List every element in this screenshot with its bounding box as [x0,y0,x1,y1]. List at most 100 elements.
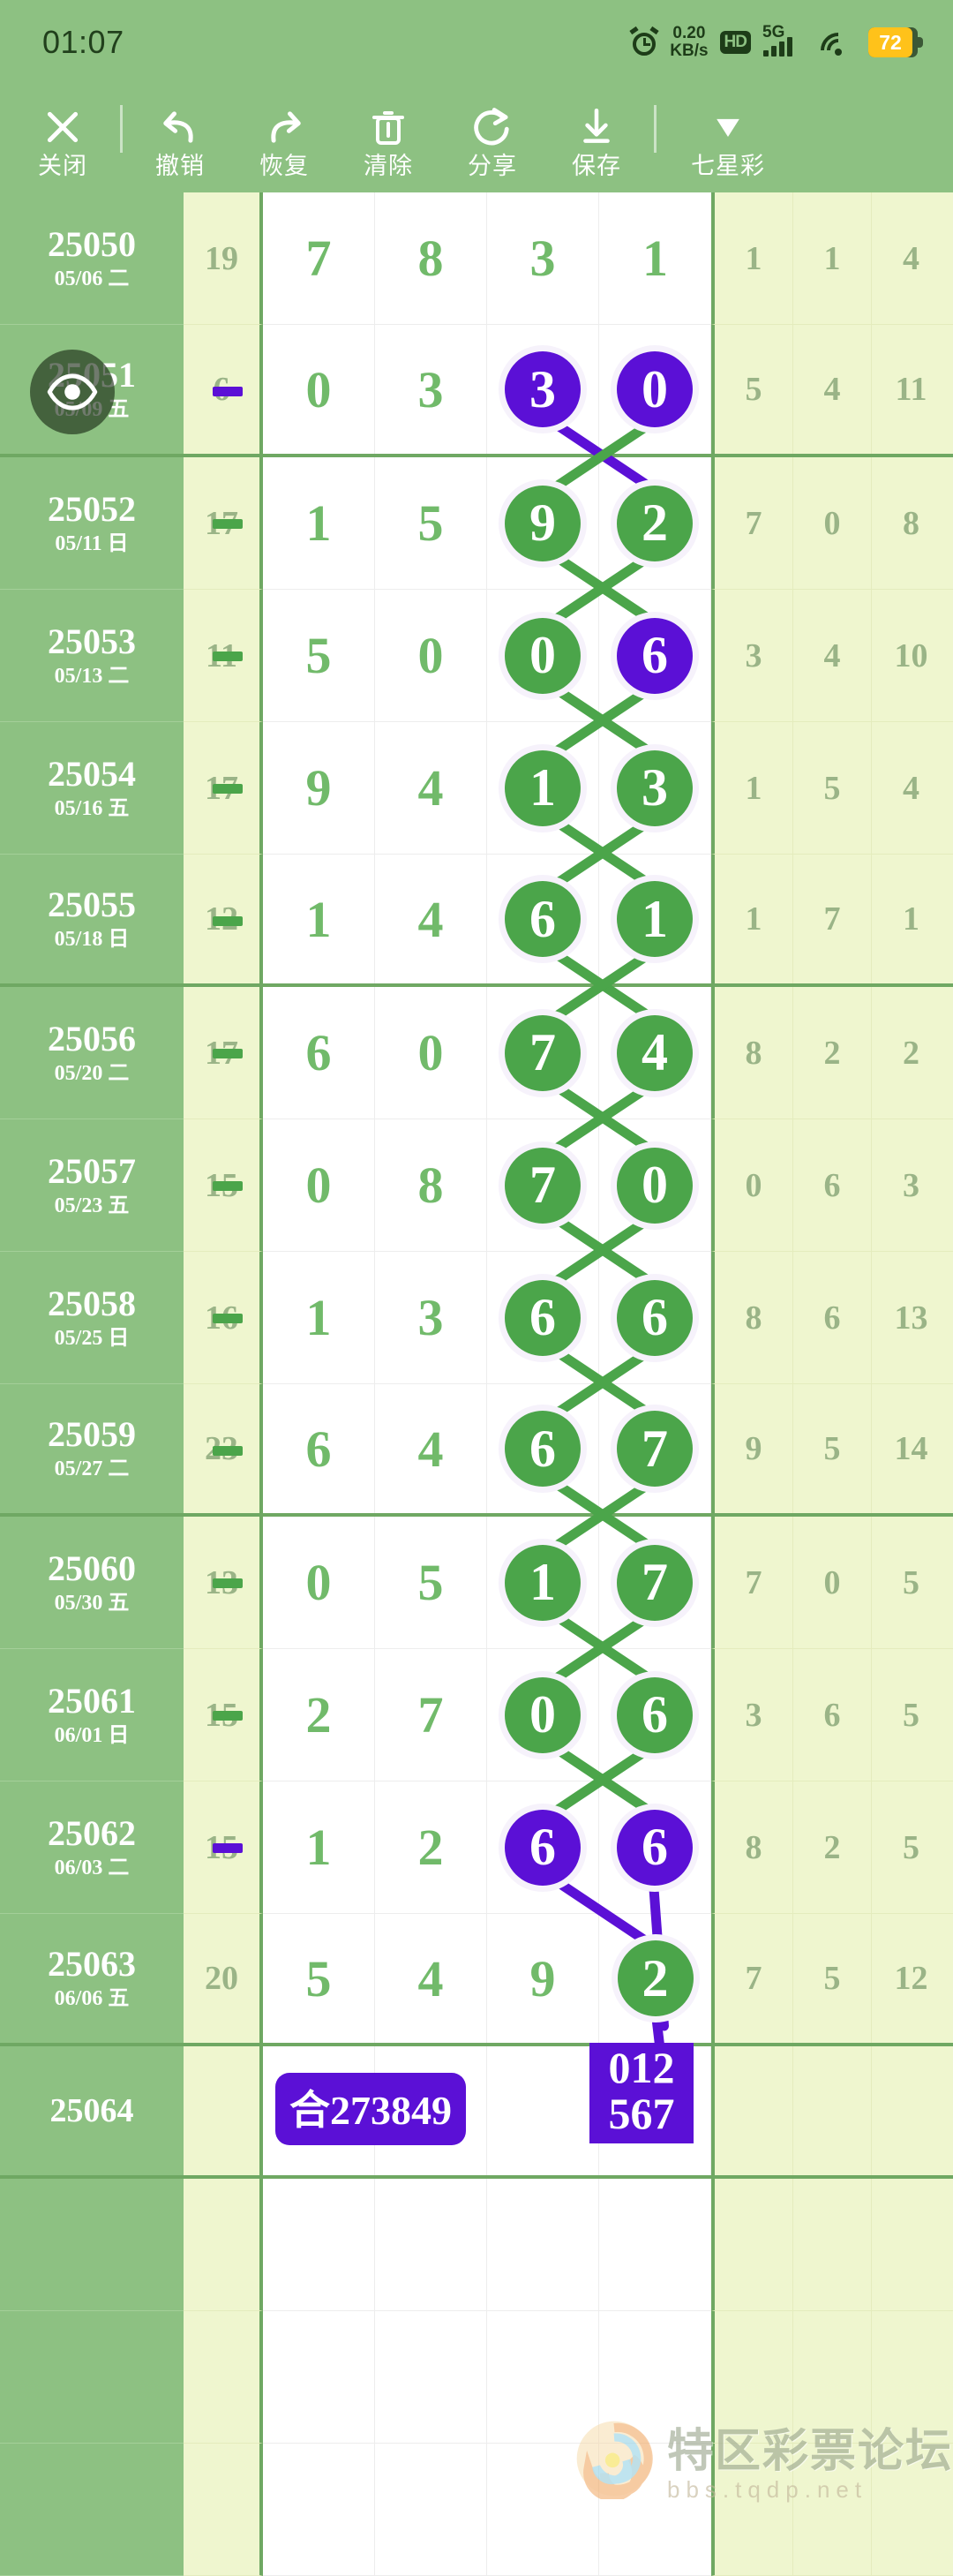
digit-cell[interactable] [487,2046,599,2175]
digit-cell[interactable]: 3 [487,192,599,324]
row-issue-cell[interactable]: 25052 05/11 日 [0,457,184,590]
marked-digit-bubble[interactable]: 4 [617,1014,693,1091]
sum-prediction-tag[interactable]: 合273849 [275,2073,466,2145]
digit-cell[interactable]: 3 [375,325,487,454]
prediction-issue-cell[interactable]: 25064 [0,2046,184,2179]
digit-cell[interactable]: 6 [599,1252,711,1383]
digit-cell[interactable] [599,2179,711,2310]
digit-cell[interactable]: 6 [599,590,711,721]
row-issue-cell[interactable]: 25050 05/06 二 [0,192,184,325]
digit-cell[interactable]: 6 [263,1384,375,1513]
digit-cell[interactable]: 7 [599,1384,711,1513]
digit-cell[interactable]: 1 [487,722,599,854]
marked-digit-bubble[interactable]: 6 [505,1411,581,1487]
digit-cell[interactable]: 0 [375,590,487,721]
row-issue-cell[interactable]: 25054 05/16 五 [0,722,184,855]
save-button[interactable]: 保存 [544,85,649,192]
digit-cell[interactable]: 2 [599,457,711,589]
digit-cell[interactable] [487,2311,599,2443]
digit-cell[interactable]: 6 [599,1649,711,1781]
marked-digit-bubble[interactable]: 0 [505,617,581,694]
marked-digit-bubble[interactable]: 7 [505,1014,581,1091]
row-issue-cell[interactable]: 25058 05/25 日 [0,1252,184,1384]
digit-cell[interactable]: 6 [487,1252,599,1383]
row-issue-cell[interactable]: 25055 05/18 日 [0,855,184,987]
digit-cell[interactable]: 5 [375,457,487,589]
digit-cell[interactable]: 1 [642,230,668,287]
digit-cell[interactable]: 4 [375,722,487,854]
share-button[interactable]: 分享 [440,85,544,192]
digit-cell[interactable]: 0 [487,1649,599,1781]
empty-middle-cells[interactable] [263,2179,711,2311]
marked-digit-bubble[interactable]: 6 [617,617,693,694]
digit-cell[interactable] [375,2046,487,2175]
row-issue-cell[interactable]: 25063 06/06 五 [0,1914,184,2046]
digit-cell[interactable]: 1 [263,855,375,983]
marked-digit-bubble[interactable]: 1 [505,749,581,826]
marked-digit-bubble[interactable]: 6 [617,1809,693,1886]
prediction-middle-cells[interactable]: 合273849 012 567 [263,2043,711,2179]
digit-cell[interactable] [263,2444,375,2575]
digit-cell[interactable]: 5 [263,590,375,721]
digit-cell[interactable]: 1 [599,855,711,983]
marked-digit-bubble[interactable]: 0 [617,351,693,427]
digit-cell[interactable]: 1 [487,1517,599,1648]
marked-digit-bubble[interactable]: 6 [505,881,581,957]
digit-cell[interactable]: 7 [487,987,599,1119]
digit-cell[interactable]: 9 [487,1914,599,2043]
marked-digit-bubble[interactable]: 0 [617,1147,693,1224]
marked-digit-bubble[interactable]: 2 [617,485,693,561]
row-issue-cell[interactable]: 2505105/09 五 [0,325,184,457]
digit-cell[interactable]: 4 [375,855,487,983]
row-issue-cell[interactable]: 25053 05/13 二 [0,590,184,722]
digit-cell[interactable]: 2 [375,1781,487,1913]
row-issue-cell[interactable]: 25059 05/27 二 [0,1384,184,1517]
digit-cell[interactable]: 0 [599,325,711,454]
digit-cell[interactable] [263,2179,375,2310]
digit-cell[interactable]: 6 [487,1384,599,1513]
digit-cell[interactable] [599,2046,711,2175]
table-row[interactable]: 2505105/09 五603305411 [0,325,953,457]
digit-cell[interactable]: 8 [375,1119,487,1251]
digit-cell[interactable]: 0 [263,1119,375,1251]
marked-digit-bubble[interactable]: 7 [505,1147,581,1224]
digit-cell[interactable]: 1 [263,457,375,589]
marked-digit-bubble[interactable]: 1 [617,881,693,957]
marked-digit-bubble[interactable]: 2 [617,1940,694,2016]
digit-cell[interactable]: 7 [599,1517,711,1648]
row-issue-cell[interactable]: 25057 05/23 五 [0,1119,184,1252]
digit-cell[interactable]: 4 [599,987,711,1119]
digit-cell[interactable]: 7 [375,1649,487,1781]
marked-digit-bubble[interactable]: 6 [617,1279,693,1356]
digit-cell[interactable]: 3 [599,722,711,854]
digit-cell[interactable]: 3 [487,325,599,454]
empty-middle-cells[interactable] [263,2311,711,2444]
digit-cell[interactable]: 6 [487,855,599,983]
digit-cell[interactable]: 0 [599,1119,711,1251]
digit-cell[interactable]: 7 [487,1119,599,1251]
digit-cell[interactable]: 7 [263,192,375,324]
digit-cell[interactable]: 8 [375,192,487,324]
digit-cell[interactable]: 0 [263,325,375,454]
digit-cell[interactable]: 6 [263,987,375,1119]
digit-cell[interactable]: 4 [375,1914,487,2043]
digit-cell[interactable]: 5 [375,1517,487,1648]
